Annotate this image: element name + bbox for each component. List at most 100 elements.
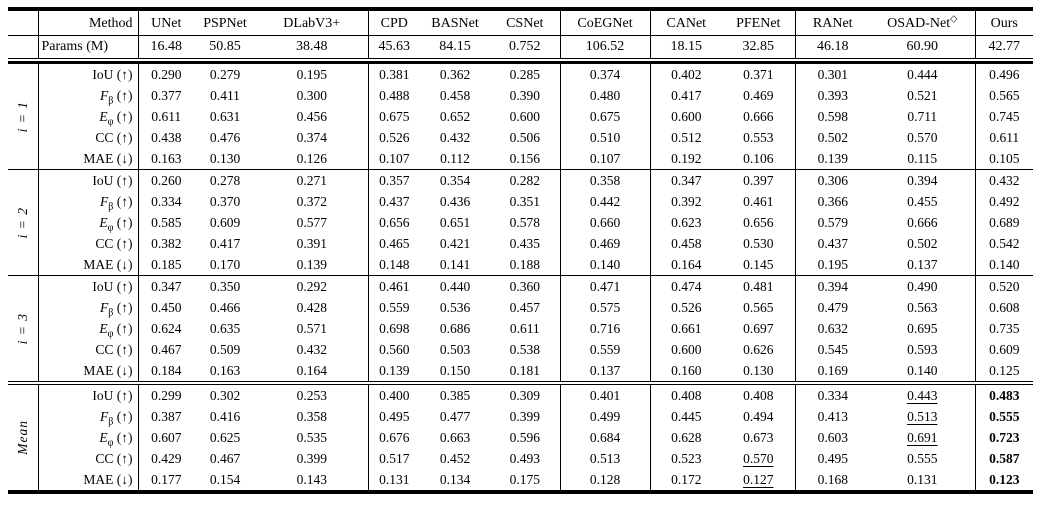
metric-label: Fβ (↑) bbox=[37, 297, 138, 319]
value-cell: 0.535 bbox=[296, 430, 327, 446]
value-cell: 0.428 bbox=[296, 300, 327, 316]
value-cell: 0.675 bbox=[559, 106, 650, 128]
value-cell: 0.131 bbox=[367, 469, 420, 493]
value-cell: 0.494 bbox=[743, 409, 774, 425]
value-cell: 0.123 bbox=[974, 469, 1033, 493]
value-cell: 0.350 bbox=[194, 275, 256, 298]
value-cell: 0.600 bbox=[649, 339, 722, 361]
metric-direction-arrow: (↓) bbox=[116, 257, 133, 273]
value-cell: 0.458 bbox=[439, 88, 471, 104]
metric-label: MAE (↓) bbox=[37, 360, 138, 382]
value-cell: 0.684 bbox=[559, 427, 650, 449]
value-cell: 0.611 bbox=[974, 127, 1033, 149]
metric-direction-arrow: (↓) bbox=[116, 363, 133, 379]
metric-label: Fβ (↑) bbox=[37, 406, 138, 428]
value-cell: 0.253 bbox=[296, 388, 327, 404]
metric-label: CC (↑) bbox=[37, 127, 138, 149]
value-cell: 0.437 bbox=[367, 191, 420, 213]
value-cell: 0.382 bbox=[137, 233, 194, 255]
value-cell: 0.577 bbox=[296, 215, 327, 231]
method-col-ours: Ours bbox=[974, 9, 1033, 36]
value-cell: 0.695 bbox=[907, 321, 938, 337]
value-cell: 0.432 bbox=[974, 169, 1033, 192]
value-cell: 0.400 bbox=[367, 384, 420, 407]
value-cell: 0.394 bbox=[870, 169, 975, 192]
value-cell: 0.502 bbox=[907, 236, 938, 252]
value-cell: 0.290 bbox=[137, 62, 194, 86]
value-cell: 0.170 bbox=[209, 257, 241, 273]
diamond-superscript: ◇ bbox=[950, 14, 958, 25]
metric-name: IoU bbox=[92, 388, 114, 404]
metric-row: Eφ (↑) 0.607 0.625 0.535 0.676 0.663 0.596 0.68… bbox=[8, 427, 1033, 449]
heavy-rule bbox=[8, 58, 1033, 65]
value-cell: 0.302 bbox=[209, 388, 241, 404]
metric-label: Fβ (↑) bbox=[37, 85, 138, 107]
value-cell: 0.169 bbox=[794, 360, 870, 382]
value-cell: 0.401 bbox=[559, 384, 650, 407]
value-cell: 0.432 bbox=[439, 130, 471, 146]
metric-name: MAE bbox=[83, 363, 114, 379]
metric-name: CC bbox=[95, 130, 114, 146]
value-cell: 0.397 bbox=[722, 169, 795, 192]
value-cell: 0.181 bbox=[509, 363, 540, 379]
value-cell: 0.164 bbox=[649, 254, 722, 276]
value-cell: 0.458 bbox=[649, 233, 722, 255]
method-col-coegnet: CoEGNet bbox=[559, 9, 650, 36]
value-cell: 0.387 bbox=[137, 406, 194, 428]
value-cell: 0.626 bbox=[743, 342, 774, 358]
block-label-text: i = 2 bbox=[15, 207, 31, 239]
value-cell: 0.444 bbox=[907, 67, 938, 83]
value-cell: 0.126 bbox=[296, 151, 327, 167]
value-cell: 0.493 bbox=[509, 451, 540, 467]
value-cell: 0.334 bbox=[794, 384, 870, 407]
metric-direction-arrow: (↑) bbox=[116, 67, 133, 83]
value-cell: 0.578 bbox=[509, 215, 540, 231]
params-row: Params (M) 16.48 50.85 38.48 45.63 84.15… bbox=[8, 35, 1033, 59]
metric-row: CC (↑) 0.467 0.509 0.432 0.560 0.503 0.538 0.55… bbox=[8, 339, 1033, 361]
value-cell: 0.608 bbox=[974, 297, 1033, 319]
metric-direction-arrow: (↑) bbox=[116, 430, 133, 446]
params-value: 38.48 bbox=[296, 38, 328, 54]
value-cell: 0.357 bbox=[367, 169, 420, 192]
value-cell: 0.417 bbox=[649, 85, 722, 107]
value-cell: 0.545 bbox=[794, 339, 870, 361]
value-cell: 0.465 bbox=[367, 233, 420, 255]
value-cell: 0.440 bbox=[420, 275, 490, 298]
value-cell: 0.195 bbox=[794, 254, 870, 276]
value-cell: 0.164 bbox=[296, 363, 327, 379]
value-cell: 0.585 bbox=[137, 212, 194, 234]
metric-label: CC (↑) bbox=[37, 233, 138, 255]
metric-row: CC (↑) 0.429 0.467 0.399 0.517 0.452 0.493 0.51… bbox=[8, 448, 1033, 470]
method-col-cpd: CPD bbox=[367, 9, 420, 36]
value-cell: 0.271 bbox=[256, 169, 368, 192]
value-cell: 0.632 bbox=[794, 318, 870, 340]
value-cell: 0.513 bbox=[907, 409, 938, 425]
value-cell: 0.456 bbox=[296, 109, 327, 125]
value-cell: 0.354 bbox=[420, 169, 490, 192]
value-cell: 0.716 bbox=[559, 318, 650, 340]
method-name: OSAD-Net bbox=[887, 16, 951, 31]
value-cell: 0.145 bbox=[743, 257, 774, 273]
value-cell: 0.488 bbox=[367, 85, 420, 107]
results-table: Method UNet PSPNet DLabV3+ CPD BASNet CS… bbox=[8, 7, 1033, 495]
value-cell: 0.495 bbox=[367, 406, 420, 428]
value-cell: 0.443 bbox=[907, 388, 938, 404]
value-cell: 0.172 bbox=[649, 469, 722, 493]
value-cell: 0.393 bbox=[794, 85, 870, 107]
corner-cell bbox=[8, 9, 38, 36]
metric-name: E bbox=[99, 430, 108, 446]
value-cell: 0.292 bbox=[256, 275, 368, 298]
value-cell: 0.530 bbox=[743, 236, 774, 252]
value-cell: 0.260 bbox=[137, 169, 194, 192]
value-cell: 0.479 bbox=[794, 297, 870, 319]
value-cell: 0.542 bbox=[974, 233, 1033, 255]
value-cell: 0.603 bbox=[794, 427, 870, 449]
method-col-unet: UNet bbox=[137, 9, 194, 36]
metric-label: MAE (↓) bbox=[37, 254, 138, 276]
value-cell: 0.432 bbox=[296, 342, 327, 358]
value-cell: 0.565 bbox=[974, 85, 1033, 107]
value-cell: 0.130 bbox=[209, 151, 241, 167]
params-value: 45.63 bbox=[367, 35, 420, 59]
value-cell: 0.502 bbox=[794, 127, 870, 149]
value-cell: 0.300 bbox=[296, 88, 327, 104]
